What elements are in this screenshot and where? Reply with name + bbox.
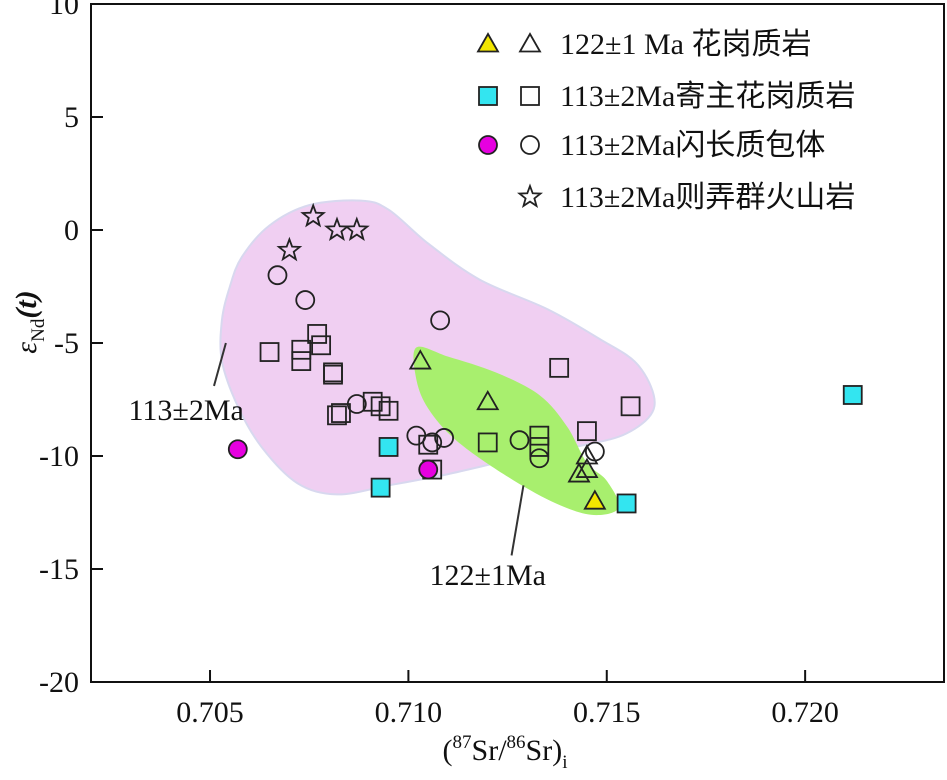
x-ticks: 0.705 0.710 0.715 0.720 [176,670,839,729]
data-point-star [324,216,350,241]
x-tick-label: 0.710 [375,696,443,729]
y-tick-label: 5 [64,101,79,134]
annotation-label: 113±2Ma [129,394,244,427]
data-point-square [577,421,597,442]
y-label-sub: Nd [28,318,49,342]
legend-label: 122±1 Ma 花岗质岩 [560,28,811,61]
x-label-open: ( [443,734,453,767]
data-point-circle [267,265,288,286]
data-point-square [378,400,399,421]
data-point-star [300,202,327,228]
data-point-square [477,432,498,453]
y-tick-label: -20 [39,666,79,699]
y-tick-label: 10 [49,0,79,21]
data-point-square [378,437,399,457]
x-label-sub: i [562,752,567,773]
data-point-star [276,236,303,262]
data-point-triangle [408,349,432,370]
data-point-square [327,405,347,426]
points-layer [227,202,863,514]
data-point-square [307,324,328,344]
annotation-label: 122±1Ma [430,559,546,592]
y-tick-label: -10 [39,440,79,473]
x-axis-label: (87Sr/86Sr)i [443,732,568,773]
legend-marker-open-square [520,86,540,106]
data-point-circle [434,428,455,448]
legend-label: 113±2Ma寄主花岗质岩 [560,80,855,113]
data-point-circle [418,459,439,480]
data-point-square [529,425,550,446]
data-point-triangle [575,444,599,465]
x-tick-label: 0.720 [771,696,839,729]
y-label-rest: (t) [10,290,43,318]
data-point-circle [529,448,550,469]
data-point-circle [346,394,367,414]
x-tick-label: 0.715 [573,696,641,729]
x-tick-label: 0.705 [176,696,244,729]
legend-label: 113±2Ma闪长质包体 [560,129,825,162]
annotation-lines-layer [213,342,525,556]
data-point-circle [227,439,248,460]
data-point-square [259,342,280,362]
data-point-square [370,396,391,417]
legend-marker-open-star [517,183,543,208]
legend-marker-filled-square [478,86,498,106]
annotation-leader-line [213,342,227,387]
y-label-symbol: ε [10,342,43,354]
y-ticks: 10 5 0 -5 -10 -15 -20 [39,0,103,699]
data-point-circle [422,432,443,453]
data-point-square [331,403,351,423]
legend: 122±1 Ma 花岗质岩 113±2Ma寄主花岗质岩 113±2Ma闪长质包体 11… [476,28,855,214]
y-axis-label: εNd(t) [10,290,49,353]
annotation-leader-line [510,485,525,556]
legend-marker-open-circle [520,135,540,155]
data-point-square [842,385,863,405]
x-label-sup2: 86 [507,732,526,753]
data-point-square [291,351,312,371]
y-tick-label: -15 [39,553,79,586]
x-label-mid: Sr/ [472,734,508,767]
data-point-square [529,437,550,457]
x-label-end: Sr) [526,734,563,767]
data-point-triangle [476,389,500,411]
data-point-circle [509,430,530,451]
legend-marker-open-triangle [518,32,542,53]
y-tick-label: 0 [64,214,79,247]
data-point-square [323,364,343,385]
data-point-circle [584,441,605,462]
annotation-labels: 113±2Ma 122±1Ma [129,394,546,592]
x-label-sup1: 87 [453,732,472,753]
data-point-square [370,477,391,498]
legend-marker-filled-circle [478,135,498,155]
legend-label: 113±2Ma则弄群火山岩 [560,181,855,214]
data-point-square [549,357,570,378]
data-point-triangle [583,489,607,510]
data-point-star [343,216,370,241]
data-point-square [311,335,332,356]
y-tick-label: -5 [54,327,79,360]
data-point-circle [430,310,451,331]
data-point-triangle [567,462,591,483]
legend-marker-filled-triangle [476,32,500,53]
data-point-square [291,339,312,360]
data-point-square [616,493,637,514]
data-point-circle [295,290,316,310]
data-point-square [620,396,641,417]
